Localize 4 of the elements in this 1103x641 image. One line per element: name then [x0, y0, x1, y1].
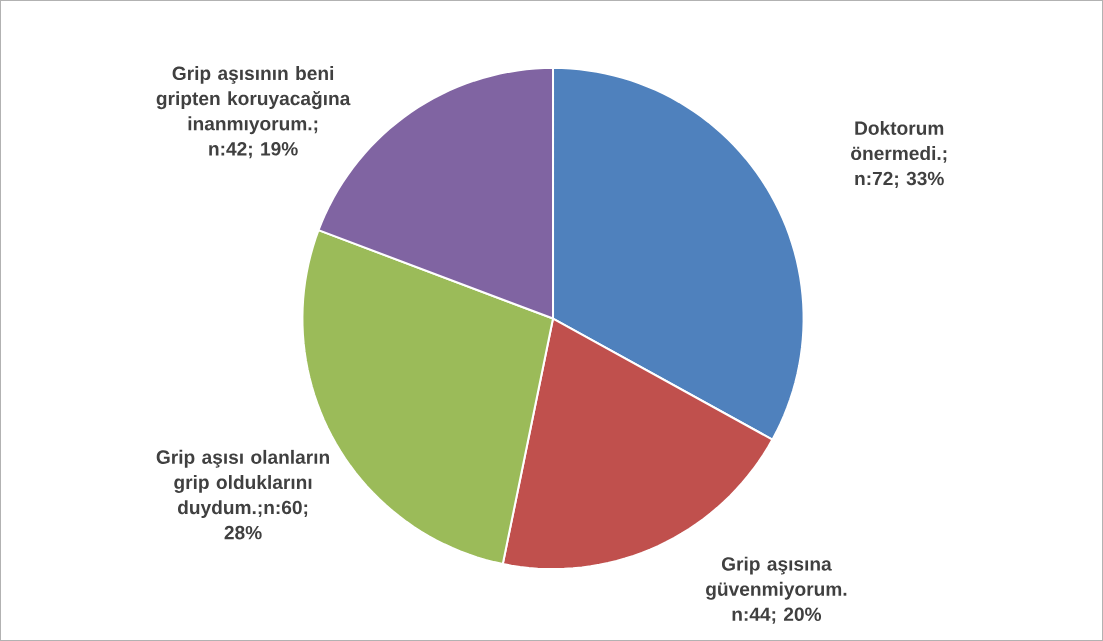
slice-label: Grip aşısına güvenmiyorum. n:44; 20% [706, 556, 847, 624]
slice-label: Grip aşısının beni gripten koruyacağına inanmıyorum.; n:42; 19% [156, 66, 351, 159]
slice-label: Doktorum önermedi.; n:72; 33% [851, 120, 947, 188]
slice-label: Grip aşısı olanların grip olduklarını duydum.;n:60; 28% [156, 449, 329, 540]
